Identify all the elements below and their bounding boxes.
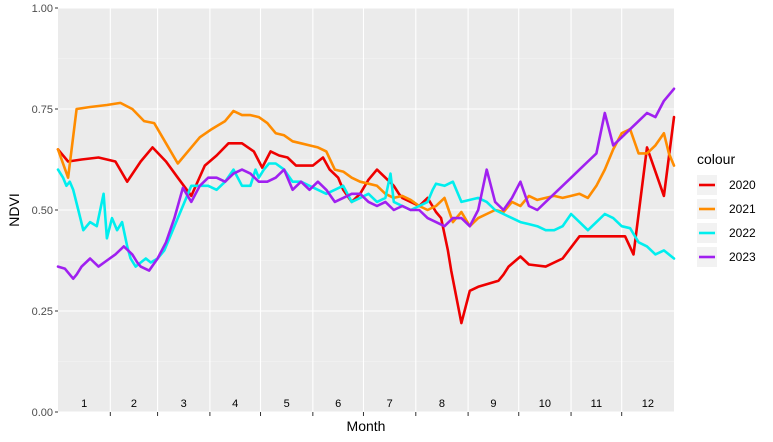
month-label: 8 [439, 398, 445, 410]
x-axis [109, 412, 623, 416]
month-label: 11 [591, 398, 602, 410]
legend-label-2022: 2022 [729, 226, 756, 240]
y-tick-label: 0.00 [32, 407, 53, 419]
month-label: 1 [81, 398, 87, 410]
y-tick-label: 0.25 [32, 306, 53, 318]
month-label: 3 [181, 398, 187, 410]
month-label: 9 [490, 398, 496, 410]
month-label: 6 [335, 398, 341, 410]
y-tick-label: 0.50 [32, 205, 53, 217]
legend: colour 2020 2021 2022 2023 [697, 151, 756, 267]
month-labels: 1 2 3 4 5 6 7 8 9 10 11 12 [81, 398, 654, 410]
legend-label-2021: 2021 [729, 202, 756, 216]
series-line-2020 [56, 115, 676, 325]
month-label: 12 [642, 398, 654, 410]
legend-title: colour [697, 151, 735, 167]
month-label: 2 [131, 398, 137, 410]
series-line-2023 [56, 87, 676, 281]
month-label: 4 [232, 398, 238, 410]
month-label: 5 [284, 398, 290, 410]
legend-label-2023: 2023 [729, 250, 756, 264]
y-tick-label: 0.75 [32, 104, 53, 116]
y-tick-label: 1.00 [32, 3, 53, 15]
x-axis-title: Month [347, 418, 386, 434]
y-axis: 0.00 0.25 0.50 0.75 1.00 [32, 3, 58, 419]
grid-major [58, 7, 674, 413]
legend-label-2020: 2020 [729, 178, 756, 192]
month-label: 10 [539, 398, 551, 410]
series-lines [56, 87, 676, 325]
month-label: 7 [387, 398, 393, 410]
y-axis-title: NDVI [6, 193, 22, 226]
